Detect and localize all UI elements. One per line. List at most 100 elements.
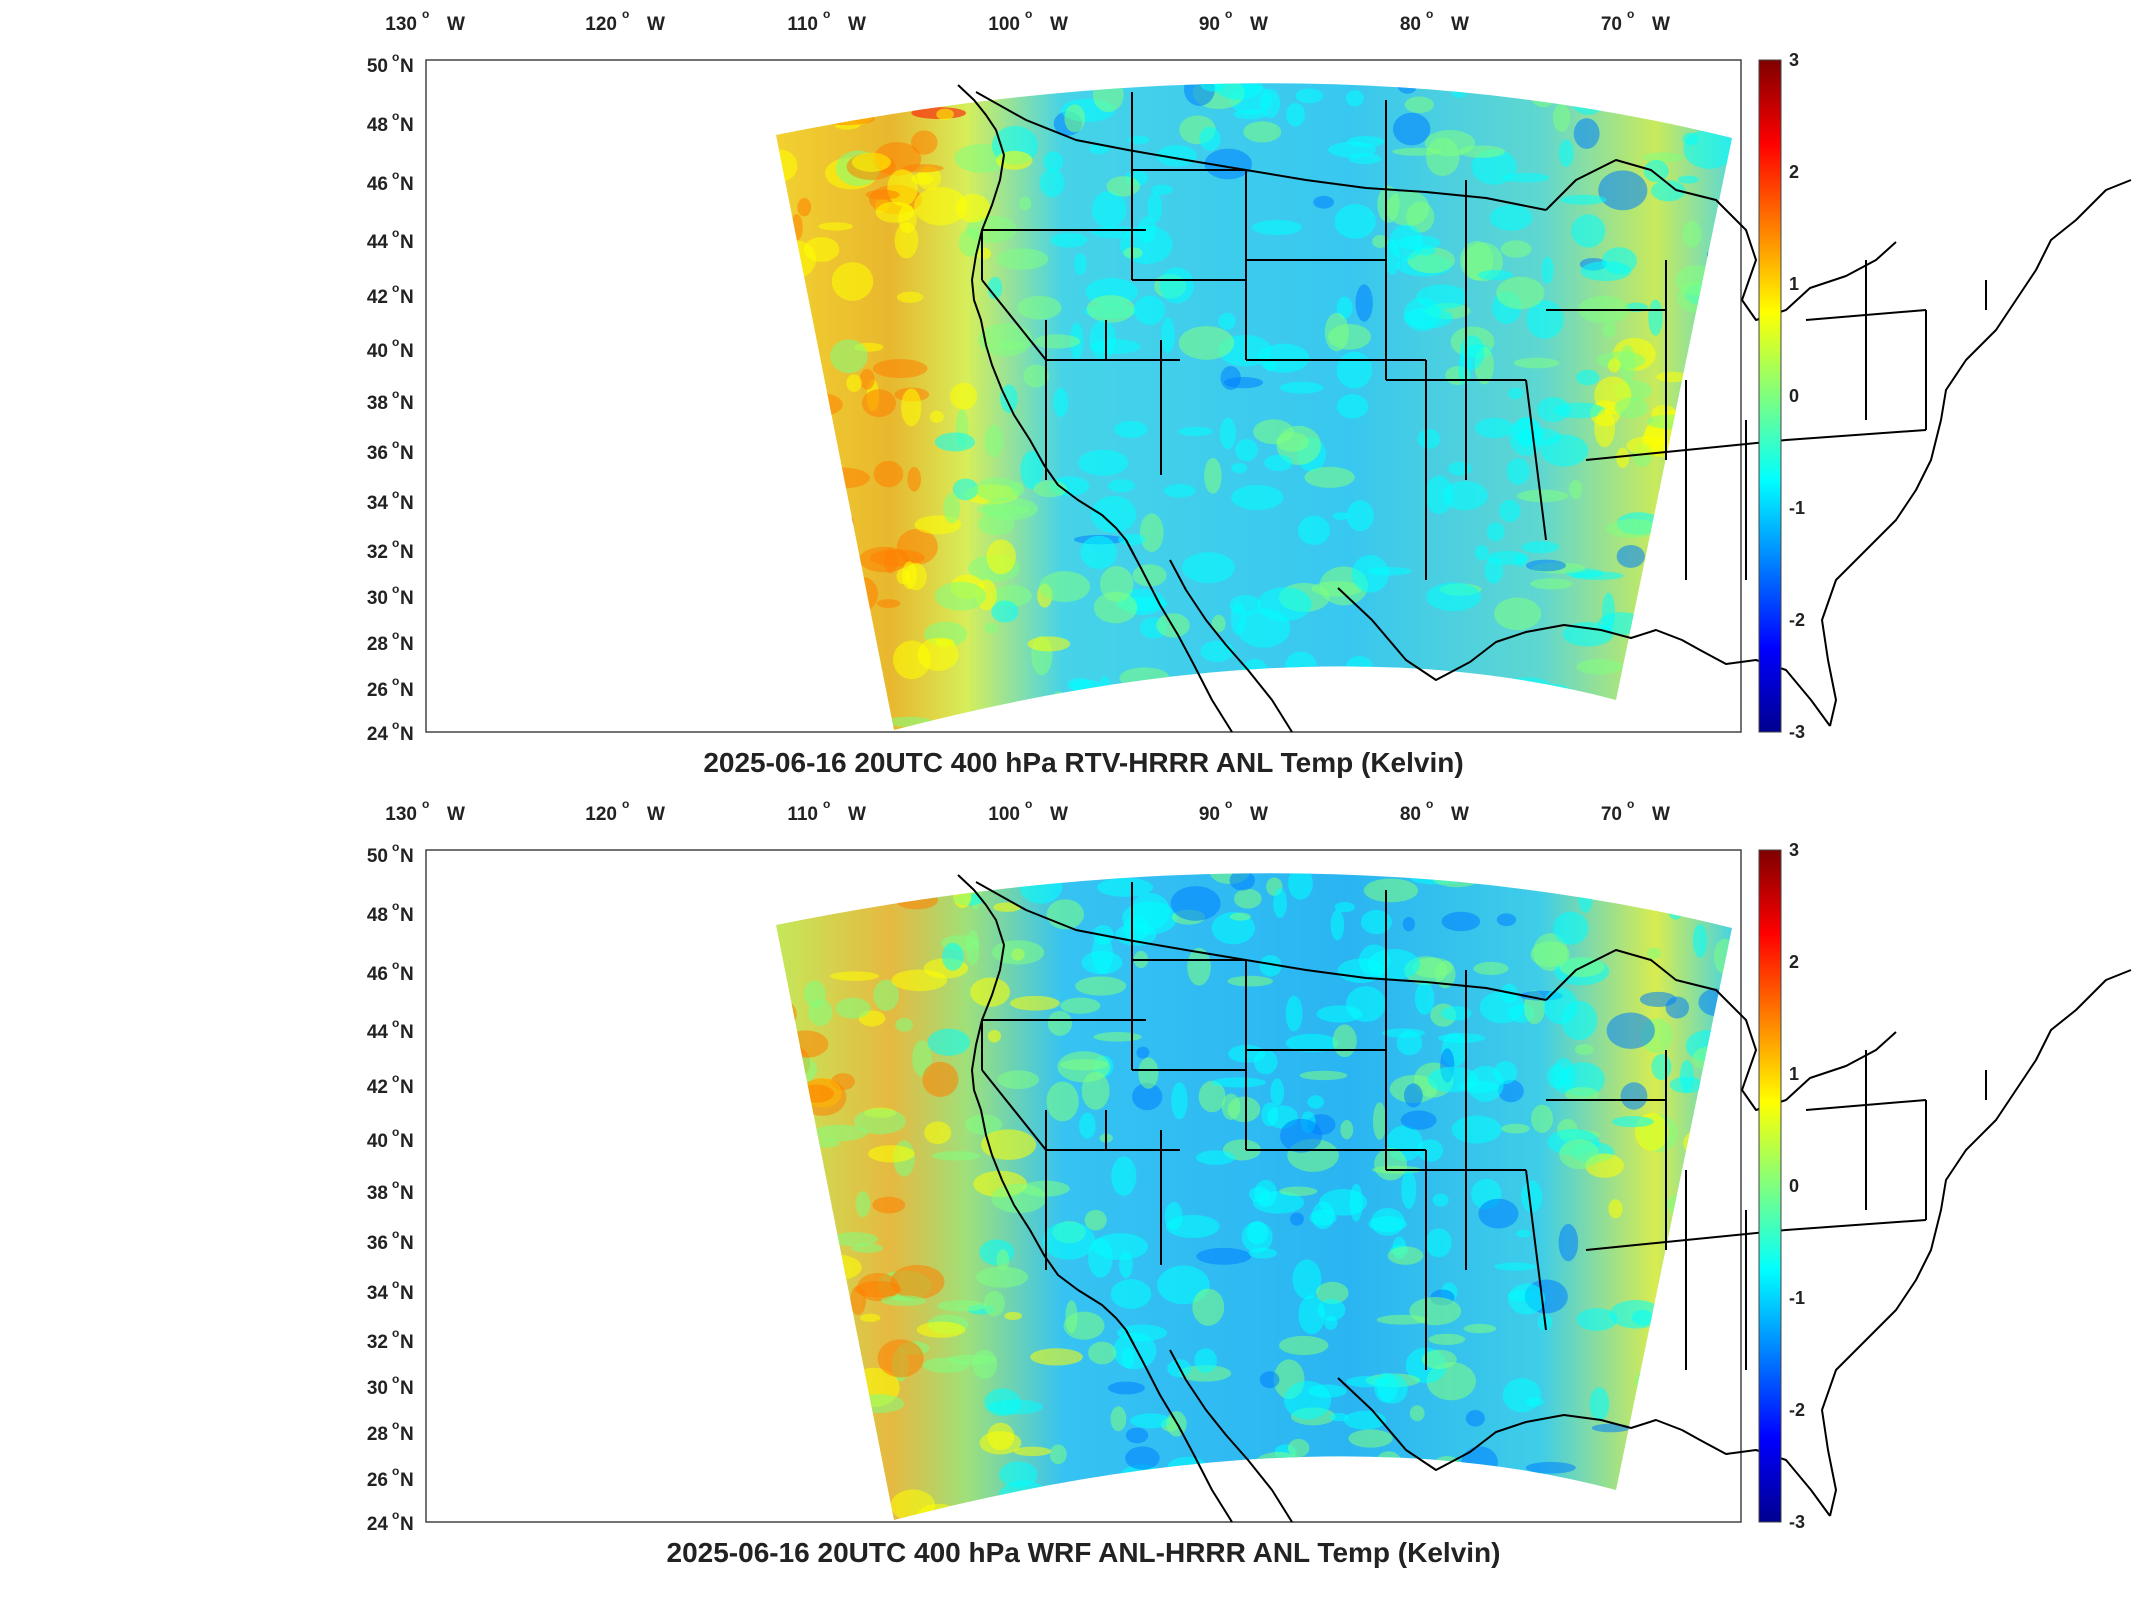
svg-text:o: o — [392, 437, 399, 451]
colorbar-tick-label: -3 — [1789, 722, 1805, 742]
lat-tick-label: 38 o N — [367, 387, 414, 414]
svg-text:N: N — [400, 1077, 414, 1098]
svg-text:30: 30 — [367, 588, 388, 609]
svg-text:o: o — [392, 840, 399, 854]
lat-tick-label: 50 o N — [367, 50, 414, 77]
lon-tick-label: 80 o W — [1400, 7, 1469, 35]
svg-text:o: o — [392, 1071, 399, 1085]
colorbar-tick-label: -2 — [1789, 610, 1805, 630]
lat-tick-label: 26 o N — [367, 674, 414, 701]
colorbar-tick-label: 0 — [1789, 1176, 1799, 1196]
lat-tick-label: 34 o N — [367, 487, 414, 514]
lon-tick-label: 130 o W — [385, 797, 465, 825]
lat-tick-label: 30 o N — [367, 1372, 414, 1399]
svg-text:100: 100 — [988, 14, 1020, 35]
svg-text:W: W — [1050, 804, 1068, 825]
svg-text:130: 130 — [385, 14, 417, 35]
svg-text:o: o — [622, 797, 629, 811]
svg-text:o: o — [392, 536, 399, 550]
svg-text:90: 90 — [1199, 804, 1220, 825]
svg-text:70: 70 — [1601, 804, 1622, 825]
svg-text:o: o — [392, 1418, 399, 1432]
svg-text:N: N — [400, 115, 414, 136]
svg-text:48: 48 — [367, 905, 388, 926]
map-panel-wrf: 130 o W 120 o W 110 o W 100 o W 90 o W 80 o W 70 o W 50 o N 48 o N… — [0, 790, 2133, 1600]
svg-text:40: 40 — [367, 341, 388, 362]
svg-text:24: 24 — [367, 724, 389, 745]
svg-text:o: o — [392, 718, 399, 732]
svg-text:N: N — [400, 1131, 414, 1152]
lat-tick-label: 36 o N — [367, 1227, 414, 1254]
colorbar-tick-label: 2 — [1789, 952, 1799, 972]
svg-text:N: N — [400, 232, 414, 253]
svg-text:o: o — [1627, 7, 1634, 21]
svg-text:N: N — [400, 341, 414, 362]
svg-text:o: o — [823, 797, 830, 811]
svg-text:36: 36 — [367, 443, 388, 464]
svg-text:W: W — [1050, 14, 1068, 35]
colorbar-tick-label: 3 — [1789, 50, 1799, 70]
lat-tick-label: 40 o N — [367, 335, 414, 362]
lat-tick-label: 40 o N — [367, 1125, 414, 1152]
map-panel-rtv: 130 o W 120 o W 110 o W 100 o W 90 o W 80 o W 70 o W 50 o N 48 o N… — [0, 0, 2133, 800]
svg-text:W: W — [848, 804, 866, 825]
lat-tick-label: 48 o N — [367, 109, 414, 136]
boundary-baja — [1125, 539, 1233, 733]
svg-text:o: o — [392, 281, 399, 295]
lat-tick-label: 32 o N — [367, 1326, 414, 1353]
lat-tick-label: 34 o N — [367, 1277, 414, 1304]
svg-text:N: N — [400, 493, 414, 514]
svg-text:26: 26 — [367, 1470, 388, 1491]
colorbar-tick-label: -2 — [1789, 1400, 1805, 1420]
lon-tick-label: 70 o W — [1601, 797, 1670, 825]
svg-text:90: 90 — [1199, 14, 1220, 35]
svg-text:W: W — [1451, 14, 1469, 35]
svg-text:o: o — [422, 797, 429, 811]
svg-text:W: W — [647, 14, 665, 35]
lat-tick-label: 38 o N — [367, 1177, 414, 1204]
svg-text:o: o — [392, 226, 399, 240]
lat-tick-label: 36 o N — [367, 437, 414, 464]
boundary-greatlakes — [1545, 949, 1897, 1111]
colorbar-tick-label: -1 — [1789, 498, 1805, 518]
colorbar-tick-label: 3 — [1789, 840, 1799, 860]
svg-text:o: o — [392, 674, 399, 688]
lat-tick-label: 44 o N — [367, 1016, 414, 1043]
svg-text:N: N — [400, 1233, 414, 1254]
lat-tick-label: 32 o N — [367, 536, 414, 563]
svg-text:o: o — [1225, 7, 1232, 21]
svg-text:26: 26 — [367, 680, 388, 701]
lon-tick-label: 110 o W — [787, 7, 866, 35]
svg-text:44: 44 — [367, 232, 389, 253]
svg-text:o: o — [392, 1464, 399, 1478]
colorbar-tick-label: -1 — [1789, 1288, 1805, 1308]
svg-text:70: 70 — [1601, 14, 1622, 35]
svg-text:130: 130 — [385, 804, 417, 825]
svg-text:N: N — [400, 964, 414, 985]
lon-tick-label: 70 o W — [1601, 7, 1670, 35]
svg-text:80: 80 — [1400, 804, 1421, 825]
boundary-east — [1821, 179, 2132, 727]
svg-text:30: 30 — [367, 1378, 388, 1399]
panel-title: 2025-06-16 20UTC 400 hPa RTV-HRRR ANL Te… — [703, 747, 1463, 778]
panel-title: 2025-06-16 20UTC 400 hPa WRF ANL-HRRR AN… — [667, 1537, 1501, 1568]
lat-tick-label: 42 o N — [367, 1071, 414, 1098]
svg-text:110: 110 — [787, 804, 818, 825]
boundary-baja2 — [1169, 559, 1293, 733]
lon-tick-label: 120 o W — [585, 797, 665, 825]
svg-text:100: 100 — [988, 804, 1020, 825]
lat-tick-label: 44 o N — [367, 226, 414, 253]
map-figure: 130 o W 120 o W 110 o W 100 o W 90 o W 80 o W 70 o W50 o N48 o N… — [367, 797, 2132, 1568]
lat-tick-label: 28 o N — [367, 1418, 414, 1445]
lon-tick-label: 90 o W — [1199, 797, 1268, 825]
svg-text:32: 32 — [367, 1332, 388, 1353]
svg-text:N: N — [400, 905, 414, 926]
svg-text:o: o — [392, 50, 399, 64]
svg-text:o: o — [392, 1016, 399, 1030]
svg-text:W: W — [1250, 14, 1268, 35]
boundary-pac — [957, 84, 1135, 556]
svg-text:N: N — [400, 1378, 414, 1399]
svg-text:o: o — [392, 487, 399, 501]
svg-text:46: 46 — [367, 174, 388, 195]
lat-tick-label: 46 o N — [367, 958, 414, 985]
